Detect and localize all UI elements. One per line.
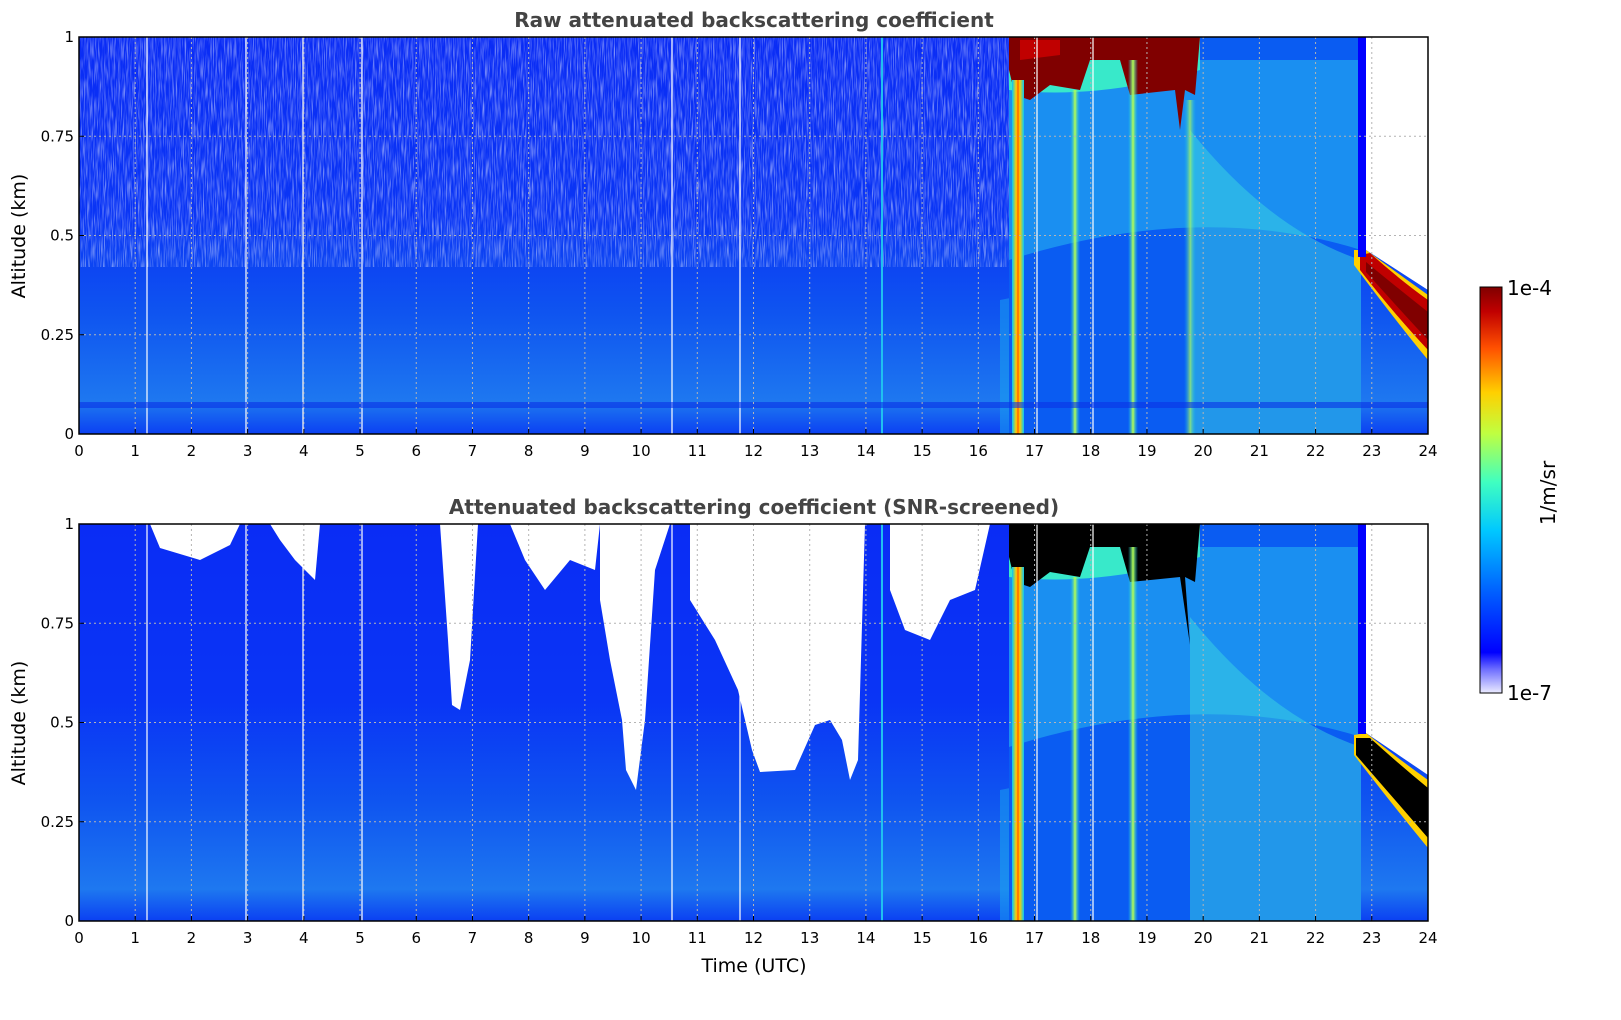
- y-tick-label: 0.75: [41, 614, 74, 632]
- x-tick-label: 19: [1137, 442, 1156, 460]
- y-tick-label: 1: [64, 28, 74, 46]
- x-tick-label: 11: [688, 442, 707, 460]
- x-tick-label: 13: [800, 442, 819, 460]
- x-tick-label: 9: [580, 442, 590, 460]
- y-axis-ticks: 0 0.25 0.5 0.75 1: [41, 28, 84, 443]
- x-tick-label: 15: [913, 929, 932, 947]
- x-tick-label: 12: [744, 442, 763, 460]
- x-tick-label: 10: [632, 929, 651, 947]
- y-axis-ticks: 0 0.25 0.5 0.75 1: [41, 515, 84, 930]
- x-tick-label: 12: [744, 929, 763, 947]
- x-tick-label: 14: [856, 442, 875, 460]
- x-axis-ticks: 0 1 2 3 4 5 6 7 8 9 10 11 12 13 14 15 16 17 18 19 20 21 22 23 24: [74, 429, 1438, 460]
- x-tick-label: 14: [856, 929, 875, 947]
- screened-backscatter-panel: Attenuated backscattering coefficient (S…: [8, 495, 1438, 977]
- x-tick-label: 6: [411, 442, 421, 460]
- y-tick-label: 0.25: [41, 813, 74, 831]
- y-tick-label: 0: [64, 425, 74, 443]
- y-tick-label: 0.5: [50, 714, 74, 732]
- x-tick-label: 17: [1025, 442, 1044, 460]
- x-tick-label: 22: [1306, 442, 1325, 460]
- y-tick-label: 1: [64, 515, 74, 533]
- x-tick-label: 7: [468, 442, 478, 460]
- x-tick-label: 4: [299, 442, 309, 460]
- x-tick-label: 8: [524, 442, 534, 460]
- y-tick-label: 0: [64, 912, 74, 930]
- x-tick-label: 24: [1418, 929, 1437, 947]
- x-tick-label: 1: [130, 442, 140, 460]
- x-tick-label: 24: [1418, 442, 1437, 460]
- y-axis-label: Altitude (km): [8, 661, 30, 786]
- colorbar-min-label: 1e-7: [1507, 681, 1552, 705]
- y-axis-label: Altitude (km): [8, 174, 30, 299]
- x-tick-label: 20: [1194, 442, 1213, 460]
- x-tick-label: 22: [1306, 929, 1325, 947]
- x-tick-label: 5: [355, 929, 365, 947]
- x-tick-label: 15: [913, 442, 932, 460]
- raw-backscatter-panel: Raw attenuated backscattering coefficien…: [8, 8, 1438, 460]
- x-tick-label: 17: [1025, 929, 1044, 947]
- x-tick-label: 20: [1194, 929, 1213, 947]
- x-tick-label: 2: [187, 442, 197, 460]
- x-tick-label: 18: [1081, 929, 1100, 947]
- x-tick-label: 3: [243, 929, 253, 947]
- colorbar-unit-label: 1/m/sr: [1536, 460, 1560, 525]
- colorbar: 1e-4 1e-7 1/m/sr: [1479, 276, 1560, 705]
- x-tick-label: 11: [688, 929, 707, 947]
- y-tick-label: 0.25: [41, 326, 74, 344]
- x-tick-label: 19: [1137, 929, 1156, 947]
- x-tick-label: 1: [130, 929, 140, 947]
- x-tick-label: 16: [969, 442, 988, 460]
- colorbar-max-label: 1e-4: [1507, 276, 1552, 300]
- x-tick-label: 9: [580, 929, 590, 947]
- x-tick-label: 23: [1362, 442, 1381, 460]
- x-tick-label: 10: [632, 442, 651, 460]
- chart-title: Raw attenuated backscattering coefficien…: [514, 8, 994, 32]
- x-tick-label: 4: [299, 929, 309, 947]
- x-tick-label: 21: [1250, 442, 1269, 460]
- chart-title: Attenuated backscattering coefficient (S…: [449, 495, 1059, 519]
- x-tick-label: 21: [1250, 929, 1269, 947]
- x-tick-label: 6: [411, 929, 421, 947]
- x-tick-label: 13: [800, 929, 819, 947]
- x-tick-label: 16: [969, 929, 988, 947]
- x-tick-label: 23: [1362, 929, 1381, 947]
- x-axis-ticks: 0 1 2 3 4 5 6 7 8 9 10 11 12 13 14 15 16 17 18 19 20 21 22 23 24: [74, 916, 1438, 947]
- x-tick-label: 0: [74, 929, 84, 947]
- x-tick-label: 7: [468, 929, 478, 947]
- x-tick-label: 5: [355, 442, 365, 460]
- top-grid: [79, 37, 1428, 434]
- x-tick-label: 8: [524, 929, 534, 947]
- x-tick-label: 2: [187, 929, 197, 947]
- x-tick-label: 3: [243, 442, 253, 460]
- bottom-grid: [79, 524, 1428, 921]
- x-tick-label: 18: [1081, 442, 1100, 460]
- y-tick-label: 0.5: [50, 227, 74, 245]
- y-tick-label: 0.75: [41, 127, 74, 145]
- x-axis-label: Time (UTC): [700, 955, 806, 977]
- colorbar-gradient: [1479, 286, 1503, 694]
- x-tick-label: 0: [74, 442, 84, 460]
